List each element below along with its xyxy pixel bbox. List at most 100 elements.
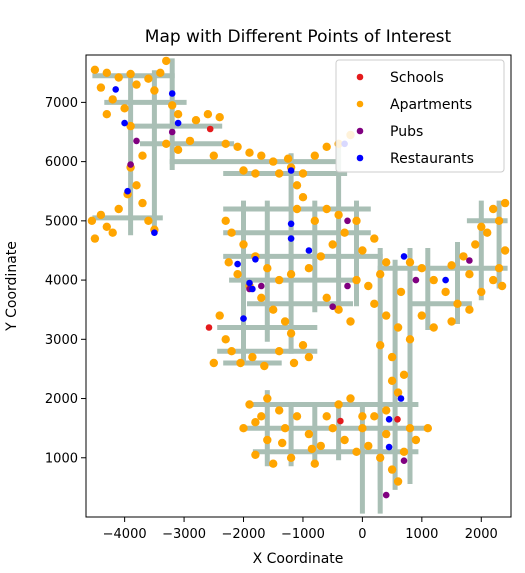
point-apartments <box>310 151 319 160</box>
series-schools <box>205 125 401 425</box>
point-apartments <box>126 121 135 131</box>
point-restaurants <box>252 255 259 263</box>
point-apartments <box>494 264 504 273</box>
point-apartments <box>275 347 284 356</box>
point-apartments <box>310 459 319 468</box>
legend-label-schools: Schools <box>390 70 444 86</box>
y-axis-title: Y Coordinate <box>4 241 20 332</box>
point-apartments <box>304 264 314 273</box>
point-restaurants <box>121 119 128 127</box>
point-apartments <box>251 169 260 178</box>
point-apartments <box>191 116 201 125</box>
legend-marker-pubs <box>356 127 364 135</box>
point-apartments <box>500 246 510 255</box>
legend-label-restaurants: Restaurants <box>390 151 474 167</box>
point-apartments <box>459 252 468 261</box>
point-apartments <box>346 317 355 326</box>
point-apartments <box>405 335 415 344</box>
point-apartments <box>162 139 171 148</box>
point-restaurants <box>246 279 253 287</box>
point-restaurants <box>124 187 131 195</box>
point-apartments <box>173 145 183 154</box>
point-apartments <box>233 142 242 151</box>
point-schools <box>394 416 401 423</box>
point-apartments <box>263 394 272 403</box>
point-apartments <box>292 204 302 214</box>
point-restaurants <box>442 276 449 284</box>
point-restaurants <box>400 253 408 260</box>
point-apartments <box>248 352 257 362</box>
x-tick-label: −1000 <box>281 527 325 542</box>
point-apartments <box>423 424 432 433</box>
point-apartments <box>132 181 141 190</box>
point-pubs <box>258 282 265 290</box>
point-apartments <box>156 68 165 78</box>
point-apartments <box>328 424 337 433</box>
point-apartments <box>251 418 260 427</box>
point-apartments <box>447 261 456 270</box>
point-apartments <box>358 424 367 433</box>
point-apartments <box>497 281 507 291</box>
point-apartments <box>316 252 325 261</box>
point-restaurants <box>240 315 247 322</box>
point-apartments <box>108 95 117 104</box>
point-apartments <box>334 210 343 220</box>
series-pubs <box>127 128 473 499</box>
point-apartments <box>269 305 278 314</box>
point-apartments <box>269 157 278 166</box>
point-schools <box>337 417 344 425</box>
point-apartments <box>227 228 236 237</box>
point-apartments <box>96 210 106 220</box>
point-apartments <box>138 198 147 208</box>
point-apartments <box>352 447 361 456</box>
point-pubs <box>382 491 390 499</box>
point-apartments <box>245 400 254 409</box>
point-pubs <box>127 161 134 168</box>
point-apartments <box>275 169 284 178</box>
point-apartments <box>340 435 349 445</box>
point-apartments <box>477 222 486 231</box>
point-apartments <box>144 216 153 225</box>
point-apartments <box>102 110 112 119</box>
point-apartments <box>364 281 373 291</box>
point-pubs <box>329 303 337 311</box>
point-apartments <box>352 216 361 225</box>
point-apartments <box>453 299 462 308</box>
point-apartments <box>465 270 474 279</box>
point-apartments <box>376 453 385 462</box>
point-pubs <box>344 217 351 225</box>
point-pubs <box>133 137 140 145</box>
point-pubs <box>400 457 408 465</box>
point-restaurants <box>174 119 182 127</box>
point-apartments <box>233 270 242 279</box>
point-apartments <box>87 216 97 225</box>
point-apartments <box>286 270 296 279</box>
point-apartments <box>399 447 409 456</box>
point-apartments <box>138 151 147 160</box>
point-restaurants <box>151 229 158 236</box>
point-apartments <box>260 361 269 371</box>
point-apartments <box>251 450 260 459</box>
point-apartments <box>215 113 224 122</box>
point-apartments <box>275 406 284 415</box>
point-restaurants <box>305 247 313 254</box>
point-apartments <box>257 412 266 421</box>
legend-box <box>335 59 505 173</box>
point-apartments <box>370 299 379 308</box>
point-apartments <box>221 139 230 148</box>
legend: Schools Apartments Pubs Restaurants <box>335 59 505 173</box>
point-apartments <box>275 275 284 285</box>
point-apartments <box>358 412 367 421</box>
point-pubs <box>412 276 420 284</box>
plot-frame <box>85 54 512 518</box>
point-apartments <box>150 86 159 95</box>
point-apartments <box>382 258 391 267</box>
legend-label-pubs: Pubs <box>390 124 423 140</box>
point-apartments <box>144 74 153 83</box>
point-apartments <box>393 477 403 486</box>
point-apartments <box>304 352 314 362</box>
point-apartments <box>334 305 343 314</box>
point-restaurants <box>397 395 405 402</box>
chart-title: Map with Different Points of Interest <box>145 27 452 47</box>
point-apartments <box>417 264 426 273</box>
